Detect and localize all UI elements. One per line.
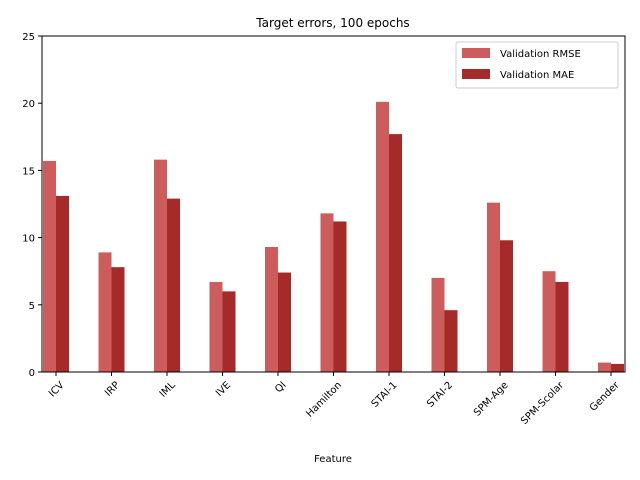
y-tick-label: 15 [22, 166, 35, 177]
y-tick-label: 5 [29, 301, 35, 312]
bar-rmse-iml [154, 159, 167, 372]
bar-rmse-stai-1 [376, 101, 389, 373]
legend-label-rmse: Validation RMSE [500, 49, 581, 60]
bar-mae-spm-scolar [555, 281, 569, 372]
legend-label-mae: Validation MAE [500, 70, 574, 81]
bars-layer [43, 101, 624, 373]
x-tick-label-gender: Gender [588, 379, 622, 413]
bar-rmse-spm-scolar [542, 271, 556, 372]
bar-rmse-hamilton [320, 213, 334, 372]
bar-rmse-stai-2 [431, 277, 445, 372]
bar-mae-stai-1 [389, 134, 402, 372]
x-tick-label-iml: IML [158, 380, 178, 400]
x-tick-label-stai-2: STAI-2 [425, 380, 455, 410]
bar-mae-hamilton [333, 221, 347, 372]
x-tick-label-spm-scolar: SPM-Scolar [519, 379, 567, 427]
x-axis-label: Feature [314, 454, 352, 465]
x-tick-label-icv: ICV [47, 380, 67, 400]
bar-mae-ive [222, 291, 236, 372]
bar-rmse-qi [265, 247, 278, 372]
y-tick-label: 10 [22, 234, 35, 245]
bar-rmse-ive [209, 281, 223, 372]
bar-mae-spm-age [500, 240, 513, 372]
x-tick-label-qi: QI [273, 380, 288, 395]
bar-mae-icv [56, 195, 69, 372]
x-tick-label-ive: IVE [214, 380, 233, 399]
y-axis: 0 5 10 15 20 25 [22, 32, 42, 379]
x-tick-label-hamilton: Hamilton [304, 380, 344, 420]
legend-swatch-rmse [462, 48, 490, 58]
x-tick-label-stai-1: STAI-1 [370, 380, 400, 410]
x-tick-label-spm-age: SPM-Age [472, 380, 511, 419]
x-axis: ICV IRP IML IVE QI Hamilton STAI-1 STAI-2 SPM-Ag… [47, 372, 622, 427]
y-tick-label: 0 [29, 368, 35, 379]
y-tick-label: 25 [22, 32, 35, 43]
bar-rmse-spm-age [487, 202, 500, 372]
legend-swatch-mae [462, 69, 490, 79]
bar-mae-qi [278, 272, 291, 372]
bar-rmse-icv [43, 160, 56, 372]
bar-mae-gender [611, 363, 624, 372]
chart-title: Target errors, 100 epochs [255, 16, 409, 30]
bar-mae-iml [167, 198, 180, 372]
x-tick-label-irp: IRP [103, 380, 122, 399]
y-tick-label: 20 [22, 99, 35, 110]
bar-rmse-gender [598, 362, 611, 372]
bar-mae-stai-2 [444, 310, 458, 372]
legend-frame [455, 41, 619, 89]
legend: Validation RMSE Validation MAE [455, 41, 619, 89]
bar-rmse-irp [98, 252, 112, 372]
bar-mae-irp [111, 267, 125, 372]
